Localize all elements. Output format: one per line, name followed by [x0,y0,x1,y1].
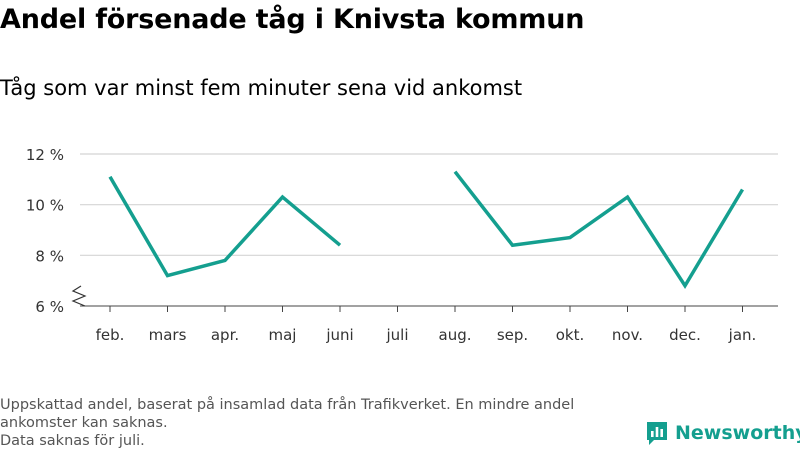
y-tick-label: 10 % [26,197,64,215]
x-tick-label: apr. [211,326,239,344]
y-tick-label: 6 % [35,298,64,316]
x-tick-label: juli [385,326,408,344]
x-tick-label: dec. [669,326,701,344]
x-tick-label: okt. [556,326,585,344]
newsworthy-logo: Newsworthy [645,420,800,446]
x-tick-label: jan. [728,326,757,344]
x-tick-label: nov. [612,326,643,344]
chart-subtitle: Tåg som var minst fem minuter sena vid a… [0,76,523,100]
newsworthy-logo-text: Newsworthy [675,422,800,444]
y-tick-label: 12 % [26,146,64,164]
footnote-missing-data: Data saknas för juli. [0,433,145,449]
x-tick-label: sep. [497,326,528,344]
y-tick-label: 8 % [35,247,64,265]
series-line [108,175,342,278]
x-tick-label: aug. [439,326,472,344]
chart-title: Andel försenade tåg i Knivsta kommun [0,4,585,35]
axis-break-icon [71,285,87,307]
line-chart: 6 % 8 % 10 % 12 % feb. mars apr. maj juni juli aug… [26,146,778,344]
newsworthy-logo-icon [647,422,667,445]
x-tick-label: juni [325,326,353,344]
x-tick-label: maj [269,326,297,344]
x-tick-label: mars [149,326,187,344]
x-tick-label: feb. [96,326,125,344]
series-line [453,170,745,290]
footnote-source: Uppskattad andel, baserat på insamlad da… [0,397,575,431]
footnote: Uppskattad andel, baserat på insamlad da… [0,396,640,450]
